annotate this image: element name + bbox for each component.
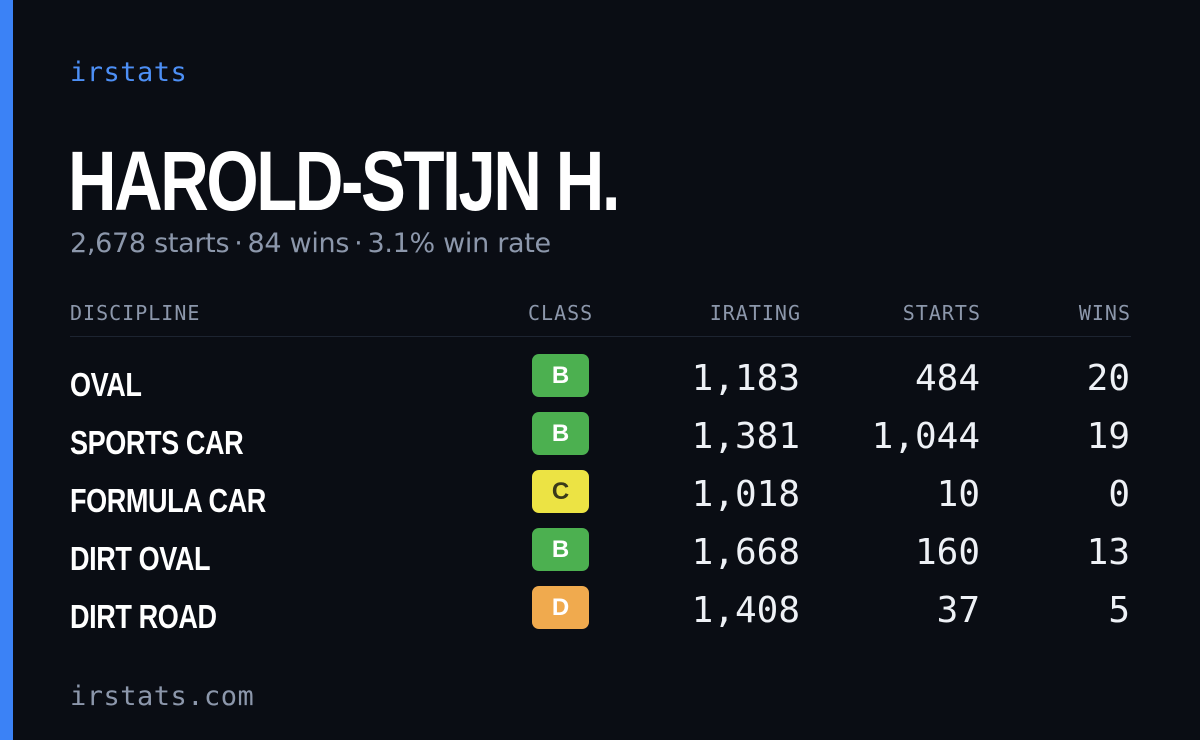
class-badge: B [532, 528, 589, 571]
discipline-name: OVAL [70, 366, 142, 403]
wins-value: 20 [1086, 358, 1130, 399]
brand-logo[interactable]: irstats [70, 57, 188, 88]
player-summary: 2,678 starts · 84 wins · 3.1% win rate [70, 226, 551, 262]
starts-value: 160 [914, 532, 980, 573]
irating-value: 1,018 [691, 474, 800, 515]
irating-value: 1,668 [691, 532, 800, 573]
class-badge: B [532, 412, 589, 455]
discipline-table: OVAL B 1,183 484 20 SPORTS CAR B 1,381 1… [70, 354, 1131, 644]
footer-url[interactable]: irstats.com [70, 681, 255, 712]
column-header-starts: STARTS [902, 301, 981, 325]
accent-bar [0, 0, 13, 740]
table-row: SPORTS CAR B 1,381 1,044 19 [70, 412, 1131, 470]
column-header-irating: IRATING [709, 301, 801, 325]
class-badge: B [532, 354, 589, 397]
irating-value: 1,381 [691, 416, 800, 457]
wins-value: 0 [1108, 474, 1130, 515]
discipline-name: SPORTS CAR [70, 424, 244, 461]
starts-value: 10 [936, 474, 980, 515]
irating-value: 1,183 [691, 358, 800, 399]
summary-separator: · [234, 228, 243, 259]
discipline-name: DIRT OVAL [70, 540, 211, 577]
table-row: DIRT ROAD D 1,408 37 5 [70, 586, 1131, 644]
table-row: OVAL B 1,183 484 20 [70, 354, 1131, 412]
summary-wins: 84 wins [247, 228, 350, 259]
wins-value: 19 [1086, 416, 1130, 457]
discipline-name: FORMULA CAR [70, 482, 266, 519]
summary-starts: 2,678 starts [70, 228, 230, 259]
column-header-wins: WINS [1078, 301, 1131, 325]
column-header-discipline: DISCIPLINE [70, 301, 201, 325]
starts-value: 37 [936, 590, 980, 631]
class-badge: D [532, 586, 589, 629]
summary-win-rate: 3.1% win rate [367, 228, 551, 259]
table-row: DIRT OVAL B 1,668 160 13 [70, 528, 1131, 586]
class-badge: C [532, 470, 589, 513]
discipline-name: DIRT ROAD [70, 598, 217, 635]
starts-value: 484 [914, 358, 980, 399]
player-name: HAROLD-STIJN H. [68, 134, 621, 228]
summary-separator: · [354, 228, 363, 259]
table-header: DISCIPLINE CLASS IRATING STARTS WINS [70, 298, 1131, 337]
column-header-class: CLASS [528, 301, 594, 325]
irating-value: 1,408 [691, 590, 800, 631]
starts-value: 1,044 [871, 416, 980, 457]
wins-value: 5 [1108, 590, 1130, 631]
table-row: FORMULA CAR C 1,018 10 0 [70, 470, 1131, 528]
wins-value: 13 [1086, 532, 1130, 573]
